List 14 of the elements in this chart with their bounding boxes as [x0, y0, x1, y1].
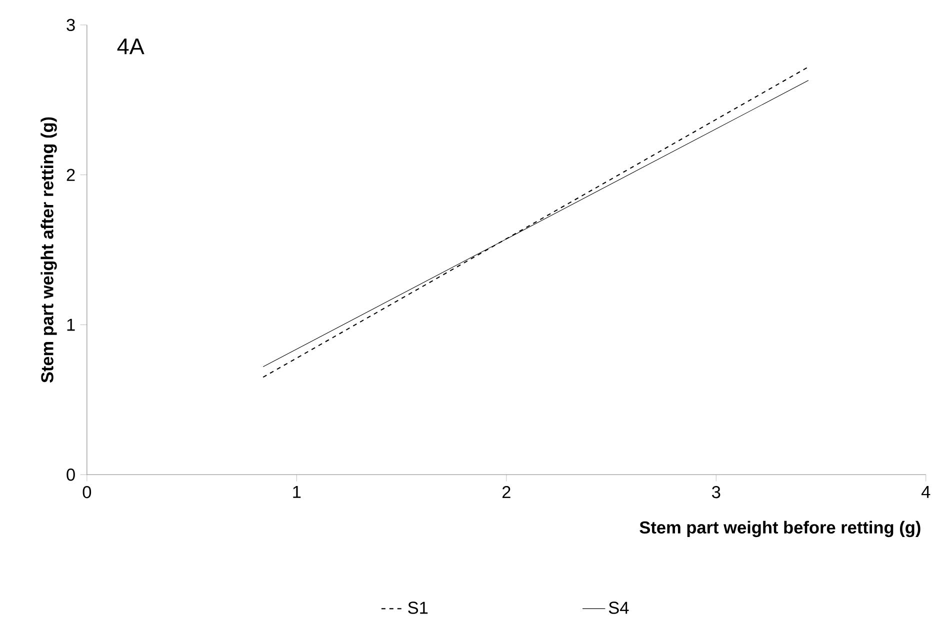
y-tick-label: 0	[66, 468, 75, 481]
legend-label: S1	[408, 602, 428, 614]
x-tick-label: 4	[921, 486, 930, 498]
y-tick-label: 3	[66, 18, 75, 32]
y-tick-label: 1	[67, 318, 75, 331]
y-axis-title: Stem part weight after retting (g)	[40, 117, 57, 383]
x-tick-label: 1	[293, 486, 301, 498]
annotation: 4A	[117, 38, 144, 54]
x-tick-label: 2	[502, 486, 510, 498]
x-tick-label: 3	[712, 486, 720, 498]
x-tick-label: 0	[82, 486, 92, 498]
x-axis-title: Stem part weight before retting (g)	[640, 521, 920, 538]
y-tick-label: 2	[66, 168, 75, 181]
legend-label: S4	[608, 602, 629, 614]
